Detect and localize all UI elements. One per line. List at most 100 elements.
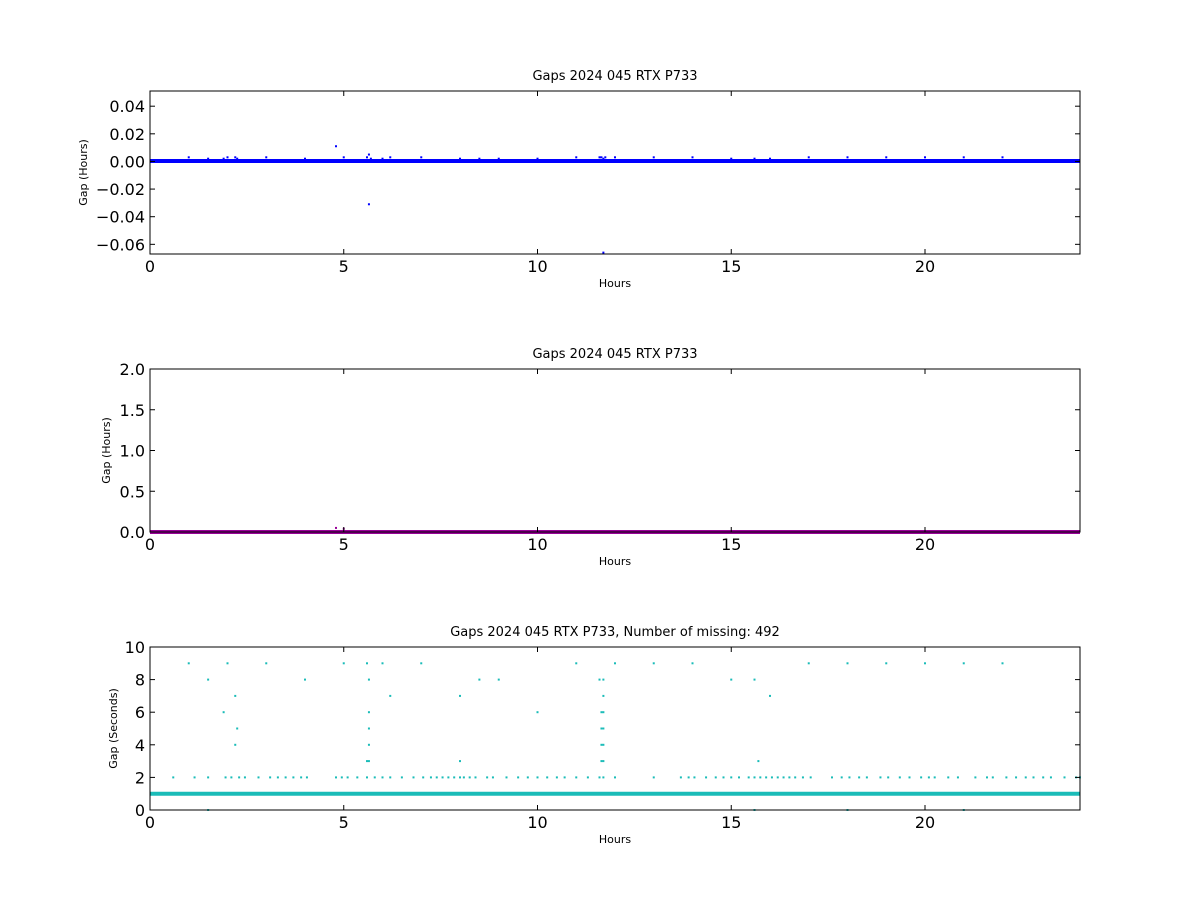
- data-point: [335, 159, 337, 162]
- data-point: [536, 711, 539, 714]
- data-point: [885, 662, 888, 665]
- data-point: [602, 251, 605, 254]
- data-point: [575, 776, 578, 779]
- x-tick-label: 10: [527, 257, 547, 276]
- data-point: [753, 678, 756, 681]
- data-point: [505, 776, 508, 779]
- data-point: [586, 776, 589, 779]
- x-axis-label: Hours: [599, 833, 631, 846]
- data-point: [234, 743, 237, 746]
- data-point: [602, 776, 605, 779]
- data-point: [224, 776, 227, 779]
- data-point: [809, 776, 812, 779]
- data-point: [757, 760, 760, 763]
- data-point: [366, 776, 368, 779]
- data-point: [769, 157, 771, 160]
- plot-frame: [149, 90, 1081, 255]
- data-point: [367, 711, 370, 714]
- data-point: [373, 776, 376, 779]
- data-point: [369, 157, 372, 160]
- data-point: [933, 776, 936, 779]
- data-point: [335, 526, 337, 529]
- x-tick-label: 5: [339, 257, 349, 276]
- x-tick-label: 10: [527, 813, 547, 832]
- data-point: [602, 760, 605, 763]
- data-point: [693, 776, 696, 779]
- data-point: [807, 662, 810, 665]
- data-point: [222, 157, 225, 160]
- data-point: [956, 776, 959, 779]
- data-point: [831, 776, 833, 779]
- data-point: [536, 157, 539, 160]
- data-point: [226, 662, 229, 665]
- data-point: [652, 662, 655, 665]
- data-point: [759, 776, 762, 779]
- x-tick-label: 15: [721, 813, 741, 832]
- data-point: [284, 776, 287, 779]
- data-point: [1063, 776, 1066, 779]
- data-point: [478, 157, 481, 160]
- data-point: [600, 743, 603, 746]
- data-point: [447, 776, 450, 779]
- data-point: [459, 157, 461, 160]
- data-point: [367, 678, 370, 681]
- data-point: [265, 662, 268, 665]
- data-point: [776, 776, 779, 779]
- y-tick-label: 1.5: [120, 401, 145, 420]
- data-point: [848, 776, 851, 779]
- y-tick-label: 4: [135, 736, 145, 755]
- data-point: [691, 662, 694, 665]
- y-tick-label: 8: [135, 671, 145, 690]
- data-point: [342, 159, 345, 162]
- data-point: [908, 776, 911, 779]
- data-point: [292, 776, 295, 779]
- data-point: [389, 694, 392, 697]
- data-point: [243, 776, 246, 779]
- data-point: [497, 157, 500, 160]
- data-point: [986, 776, 988, 779]
- data-point: [366, 156, 368, 159]
- chart-panel-1: Gaps 2024 045 RTX P733 0 5 10 15 20 0.04 0.02 0.…: [77, 69, 1081, 290]
- data-point: [381, 776, 384, 779]
- data-point: [389, 776, 392, 779]
- data-point: [924, 662, 926, 665]
- y-tick-label: 0: [135, 801, 145, 820]
- data-point: [420, 156, 423, 159]
- data-point: [563, 776, 566, 779]
- data-point: [230, 776, 233, 779]
- data-point: [300, 776, 303, 779]
- data-point: [366, 760, 368, 763]
- y-tick-label: 2: [135, 768, 145, 787]
- series-1: [172, 662, 1081, 811]
- data-point: [604, 156, 607, 159]
- x-tick-label: 0: [145, 257, 155, 276]
- data-point: [753, 157, 756, 160]
- data-point: [858, 776, 861, 779]
- data-point: [193, 776, 196, 779]
- data-point: [687, 776, 690, 779]
- data-point: [226, 156, 229, 159]
- data-point: [679, 776, 682, 779]
- data-point: [598, 776, 601, 779]
- data-point: [367, 727, 370, 730]
- y-tick-label: −0.04: [96, 208, 145, 227]
- data-point: [691, 156, 694, 159]
- data-point: [257, 776, 260, 779]
- data-point: [269, 776, 272, 779]
- data-point: [462, 776, 465, 779]
- data-point: [722, 776, 725, 779]
- data-point: [546, 776, 549, 779]
- data-point: [304, 678, 306, 681]
- data-point: [947, 776, 950, 779]
- data-point: [602, 727, 605, 730]
- data-point: [730, 678, 733, 681]
- data-point: [517, 776, 520, 779]
- data-point: [335, 792, 337, 795]
- data-point: [1049, 776, 1052, 779]
- data-point: [600, 711, 603, 714]
- data-point: [381, 157, 384, 160]
- data-point: [400, 776, 403, 779]
- data-point: [1024, 776, 1027, 779]
- data-point: [207, 776, 210, 779]
